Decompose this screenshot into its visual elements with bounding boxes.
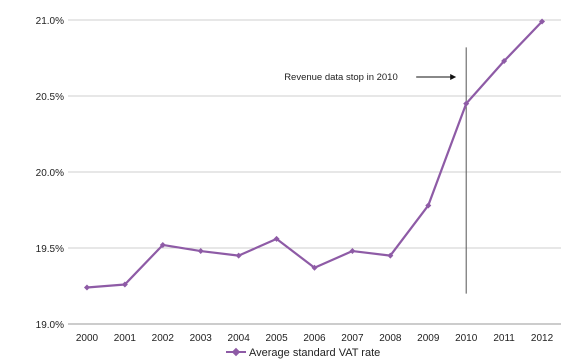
data-point	[83, 284, 90, 291]
data-point	[159, 241, 166, 248]
series-layer	[83, 18, 546, 291]
data-point	[311, 264, 318, 271]
x-axis-ticks: 2000 2001 2002 2003 2004 2005 2006 2007 2008 2009…	[76, 333, 554, 344]
legend-marker	[231, 347, 241, 357]
data-point	[463, 100, 470, 107]
x-tick-label: 2005	[265, 333, 288, 344]
x-tick-label: 2002	[152, 333, 175, 344]
data-point	[197, 248, 204, 255]
gridlines	[68, 19, 561, 325]
y-tick-label: 20.0%	[36, 168, 64, 179]
data-point	[387, 252, 394, 259]
data-point	[235, 252, 242, 259]
x-tick-label: 2003	[190, 333, 213, 344]
x-tick-label: 2007	[341, 333, 364, 344]
data-point	[501, 58, 508, 65]
annotation-arrow-head	[450, 74, 457, 80]
legend-label: Average standard VAT rate	[249, 347, 380, 359]
legend: Average standard VAT rate	[226, 347, 380, 359]
data-point	[273, 235, 280, 242]
data-point	[349, 248, 356, 255]
x-tick-label: 2008	[379, 333, 402, 344]
annotation: Revenue data stop in 2010	[284, 47, 467, 294]
x-tick-label: 2010	[455, 333, 478, 344]
y-tick-label: 19.0%	[36, 320, 64, 331]
y-axis-ticks: 19.0% 19.5% 20.0% 20.5% 21.0%	[36, 16, 64, 331]
x-tick-label: 2001	[114, 333, 137, 344]
y-tick-label: 20.5%	[36, 92, 64, 103]
y-tick-label: 21.0%	[36, 16, 64, 27]
annotation-text: Revenue data stop in 2010	[284, 72, 398, 83]
data-point	[425, 202, 432, 209]
x-tick-label: 2012	[531, 333, 554, 344]
x-tick-label: 2006	[303, 333, 326, 344]
x-tick-label: 2000	[76, 333, 99, 344]
x-tick-label: 2009	[417, 333, 440, 344]
x-tick-label: 2004	[228, 333, 251, 344]
data-point	[539, 18, 546, 25]
data-point	[121, 281, 128, 288]
x-tick-label: 2011	[493, 333, 515, 344]
y-tick-label: 19.5%	[36, 244, 64, 255]
